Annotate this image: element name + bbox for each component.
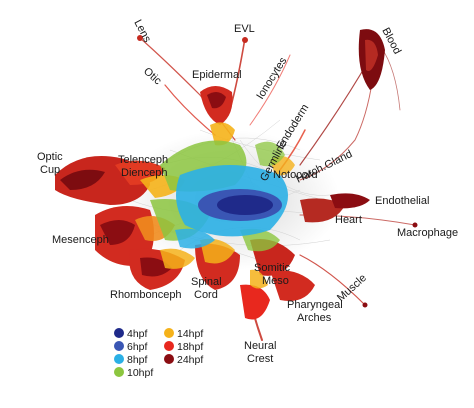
legend-item-14hpf: 14hpf: [164, 328, 203, 340]
timepoint-legend: 4hpf 6hpf 8hpf 10hpf 14hpf 18hpf 24hpf: [114, 328, 203, 379]
legend-item-6hpf: 6hpf: [114, 341, 148, 353]
optic-cup-dark: [60, 169, 105, 190]
legend-item-10hpf: 10hpf: [114, 367, 153, 379]
label-heart: Heart: [335, 214, 362, 226]
label-notocord: Notocord: [273, 169, 318, 181]
endothelial-cluster: [330, 193, 370, 209]
legend-swatch: [164, 354, 174, 364]
legend-swatch: [114, 354, 124, 364]
legend-label: 10hpf: [127, 367, 153, 379]
label-somitic-meso: Somitic Meso: [254, 262, 293, 287]
label-mesenceph: Mesenceph: [52, 234, 109, 246]
legend-swatch: [114, 341, 124, 351]
legend-label: 24hpf: [177, 354, 203, 366]
legend-item-4hpf: 4hpf: [114, 328, 148, 340]
label-telenceph-dienceph: Telenceph Dienceph: [118, 154, 171, 179]
label-rhombonceph: Rhombonceph: [110, 289, 182, 301]
mesenceph-dark: [100, 220, 135, 245]
neural-crest-cluster: [240, 284, 270, 320]
label-macrophage: Macrophage: [397, 227, 458, 239]
label-optic-cup: Optic Cup: [37, 151, 66, 176]
legend-swatch: [164, 341, 174, 351]
late-cell-clusters: [55, 29, 418, 320]
otic-strand: [164, 84, 216, 136]
label-pharyngeal-arches: Pharyngeal Arches: [287, 299, 346, 324]
evl-tip: [242, 37, 248, 43]
ionocyte-strand: [249, 54, 291, 126]
legend-label: 6hpf: [127, 341, 148, 353]
label-neural-crest: Neural Crest: [244, 340, 279, 365]
label-endothelial: Endothelial: [375, 195, 429, 207]
legend-swatch: [164, 328, 174, 338]
legend-swatch: [114, 367, 124, 377]
pharyngeal-cluster: [270, 269, 315, 301]
muscle-strand: [299, 254, 366, 306]
legend-item-8hpf: 8hpf: [114, 354, 148, 366]
legend-label: 8hpf: [127, 354, 148, 366]
blood-inner: [365, 39, 378, 71]
legend-label: 18hpf: [177, 341, 203, 353]
legend-label: 14hpf: [177, 328, 203, 340]
label-lens: Lens: [131, 18, 153, 45]
label-ionocytes: Ionocytes: [254, 55, 289, 102]
legend-swatch: [114, 328, 124, 338]
early-cell-core: [198, 189, 282, 221]
epidermal-dark: [207, 91, 226, 109]
legend-item-24hpf: 24hpf: [164, 354, 203, 366]
muscle-tip: [362, 302, 368, 308]
label-evl: EVL: [234, 23, 255, 35]
blood-strand-1: [299, 54, 373, 166]
lens-tip: [137, 35, 143, 41]
legend-label: 4hpf: [127, 328, 148, 340]
label-spinal-cord: Spinal Cord: [191, 276, 225, 301]
label-otic: Otic: [141, 65, 164, 87]
legend-item-18hpf: 18hpf: [164, 341, 203, 353]
macrophage-tip: [412, 222, 418, 228]
label-epidermal: Epidermal: [192, 69, 242, 81]
